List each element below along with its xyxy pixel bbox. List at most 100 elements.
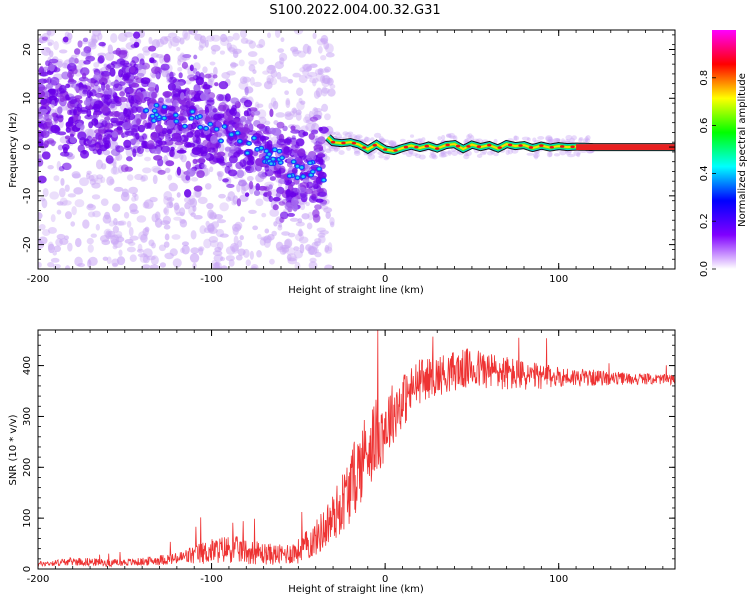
spectrogram-faint-blob [291, 49, 302, 54]
ridge-halo-blob [465, 150, 472, 157]
spectrogram-faint-blob [277, 48, 285, 53]
spectrogram-hot-core [279, 161, 283, 164]
spectrogram-blob [155, 124, 163, 134]
ridge-halo-blob [333, 147, 339, 153]
spectrogram-blob [46, 96, 52, 104]
spectrogram-blob [293, 149, 301, 154]
spectrogram-faint-blob [300, 100, 306, 105]
spectrogram-blob [308, 132, 316, 140]
spectrogram-blob [315, 137, 324, 142]
spectrogram-faint-blob [166, 201, 174, 209]
ridge-peak [424, 144, 429, 148]
spectrogram-faint-blob [142, 167, 152, 174]
spectrogram-hot-core [152, 119, 156, 122]
spectrogram-faint-blob [170, 37, 180, 47]
spectrogram-blob [112, 83, 123, 92]
spectrogram-faint-blob [41, 46, 52, 56]
spectrogram-faint-blob [171, 234, 181, 240]
spectrogram-faint-blob [274, 30, 281, 38]
spectrogram-faint-blob [258, 116, 267, 125]
spectrogram-faint-blob [53, 175, 60, 182]
spectrogram-faint-blob [316, 38, 326, 46]
spectrogram-blob [181, 61, 189, 69]
spectrogram-blob [101, 94, 110, 103]
spectrogram-blob [312, 209, 320, 218]
spectrogram-faint-blob [126, 220, 132, 228]
spectrogram-faint-blob [61, 200, 72, 206]
spectrogram-blob [77, 40, 83, 48]
spectrogram-blob [193, 83, 201, 93]
spectrogram-hot-core [151, 114, 155, 118]
spectrogram-blob [61, 162, 72, 171]
ridge-halo-blob [569, 137, 575, 144]
ridge-halo-blob [338, 150, 345, 156]
spectrogram-blob [180, 92, 185, 101]
spectrogram-blob [77, 131, 87, 141]
spectrogram-faint-blob [93, 61, 100, 68]
spectrogram-blob [316, 158, 324, 165]
spectrogram-faint-blob [218, 193, 226, 199]
spectrogram-blob [119, 91, 126, 97]
ridge-halo-blob [399, 138, 406, 143]
spectrogram-blob [176, 149, 187, 154]
spectrogram-hot-core [273, 148, 277, 152]
spectrogram-faint-blob [319, 230, 329, 235]
spectrogram-faint-blob [56, 233, 66, 240]
spectrogram-faint-blob [287, 232, 296, 238]
spectrogram-blob [42, 66, 50, 71]
spectrogram-faint-blob [70, 221, 76, 227]
spectrogram-faint-blob [286, 254, 292, 262]
spectrogram-blob [38, 175, 47, 184]
spectrogram-blob [188, 76, 196, 82]
ridge-peak [351, 141, 357, 145]
ridge-halo-blob [346, 145, 352, 151]
spectrogram-faint-blob [209, 61, 216, 66]
spectrogram-faint-blob [219, 50, 226, 55]
spectrogram-blob [172, 88, 181, 98]
spectrogram-faint-blob [304, 74, 313, 79]
spectrogram-faint-blob [285, 97, 291, 106]
spectrogram-faint-blob [151, 213, 159, 223]
spectrogram-faint-blob [199, 225, 207, 235]
spectrogram-faint-blob [276, 247, 286, 253]
spectrogram-faint-blob [323, 77, 332, 84]
spectrogram-faint-blob [237, 248, 246, 256]
spectrogram-faint-blob [325, 43, 334, 54]
spectrogram-faint-blob [205, 35, 215, 42]
spectrogram-blob [186, 168, 196, 177]
spectrogram-blob [38, 78, 48, 84]
spectrogram-faint-blob [212, 265, 223, 269]
ridge-halo-blob [438, 152, 447, 158]
spectrogram-blob [317, 152, 325, 158]
spectrogram-faint-blob [275, 112, 286, 118]
spectrogram-blob [90, 89, 97, 97]
spectrogram-faint-blob [234, 221, 243, 230]
spectrogram-blob [164, 137, 170, 142]
spectrogram-x-tick-label: 0 [382, 274, 388, 285]
ridge-halo-blob [414, 138, 422, 143]
spectrogram-hot-core [247, 142, 251, 145]
spectrogram-faint-blob [141, 174, 149, 182]
spectrogram-blob [151, 66, 161, 75]
spectrogram-faint-blob [221, 71, 231, 79]
spectrogram-faint-blob [205, 220, 210, 228]
snr-marks [38, 330, 675, 568]
ridge-halo-blob [430, 152, 437, 158]
spectrogram-y-tick-label: -20 [22, 236, 33, 252]
spectrogram-faint-blob [110, 238, 119, 246]
spectrogram-faint-blob [52, 263, 61, 269]
spectrogram-faint-blob [225, 255, 235, 262]
spectrogram-faint-blob [239, 76, 248, 85]
spectrogram-blob [248, 180, 254, 190]
spectrogram-faint-blob [256, 44, 264, 49]
ridge-halo-blob [507, 148, 514, 155]
spectrogram-blob [97, 55, 105, 64]
ridge-halo-blob [384, 154, 391, 159]
spectrogram-faint-blob [270, 189, 278, 196]
spectrogram-blob [160, 63, 170, 71]
spectrogram-blob [93, 73, 102, 81]
spectrogram-blob [198, 72, 205, 81]
spectrogram-faint-blob [249, 250, 254, 260]
spectrogram-blob [151, 131, 158, 141]
spectrogram-faint-blob [258, 38, 266, 48]
